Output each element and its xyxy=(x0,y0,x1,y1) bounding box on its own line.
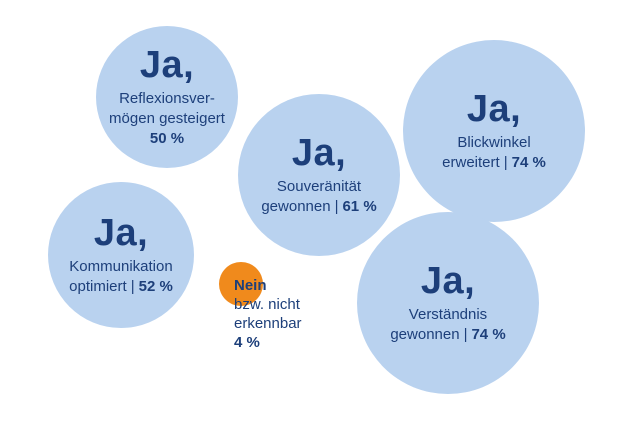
separator: | xyxy=(127,278,139,295)
bubble-label-line: optimiert xyxy=(69,278,127,295)
separator: | xyxy=(500,154,512,171)
bubble-label-line: gewonnen xyxy=(261,198,330,215)
bubble-value-label: 74 % xyxy=(471,326,505,343)
bubble-blickwinkel: Ja, Blickwinkel erweitert | 74 % xyxy=(403,40,585,222)
bubble-value-label: 74 % xyxy=(512,154,546,171)
nein-label-line: erkennbar xyxy=(234,314,302,333)
bubble-caption: Souveränität gewonnen | 61 % xyxy=(261,177,376,217)
bubble-label-line: erweitert xyxy=(442,154,500,171)
bubble-caption: Kommunikation optimiert | 52 % xyxy=(69,257,173,297)
bubble-label-line: gewonnen xyxy=(390,326,459,343)
bubble-caption: Reflexionsver- mögen gesteigert 50 % xyxy=(109,89,225,149)
bubble-value-label: 50 % xyxy=(109,129,225,149)
bubble-label-line: Blickwinkel xyxy=(442,133,546,153)
nein-label-line: bzw. nicht xyxy=(234,295,302,314)
bubble-caption: Verständnis gewonnen | 74 % xyxy=(390,305,505,345)
separator: | xyxy=(460,326,472,343)
bubble-label-line: Souveränität xyxy=(261,177,376,197)
bubble-souveraenitaet: Ja, Souveränität gewonnen | 61 % xyxy=(238,94,400,256)
bubble-heading: Ja, xyxy=(94,213,148,253)
bubble-value-label: 52 % xyxy=(139,278,173,295)
bubble-heading: Ja, xyxy=(467,89,521,129)
nein-heading: Nein xyxy=(234,276,302,295)
bubble-heading: Ja, xyxy=(292,133,346,173)
bubble-value-label: 61 % xyxy=(342,198,376,215)
bubble-reflexion: Ja, Reflexionsver- mögen gesteigert 50 % xyxy=(96,26,238,168)
bubble-heading: Ja, xyxy=(140,45,194,85)
bubble-verstaendnis: Ja, Verständnis gewonnen | 74 % xyxy=(357,212,539,394)
bubble-kommunikation: Ja, Kommunikation optimiert | 52 % xyxy=(48,182,194,328)
bubble-label-line: mögen gesteigert xyxy=(109,109,225,129)
nein-caption: Nein bzw. nicht erkennbar 4 % xyxy=(234,276,302,352)
bubble-label-line: Kommunikation xyxy=(69,257,173,277)
separator: | xyxy=(331,198,343,215)
bubble-caption: Blickwinkel erweitert | 74 % xyxy=(442,133,546,173)
nein-value-label: 4 % xyxy=(234,333,302,352)
bubble-label-line: Reflexionsver- xyxy=(109,89,225,109)
bubble-heading: Ja, xyxy=(421,261,475,301)
bubble-label-line: Verständnis xyxy=(390,305,505,325)
